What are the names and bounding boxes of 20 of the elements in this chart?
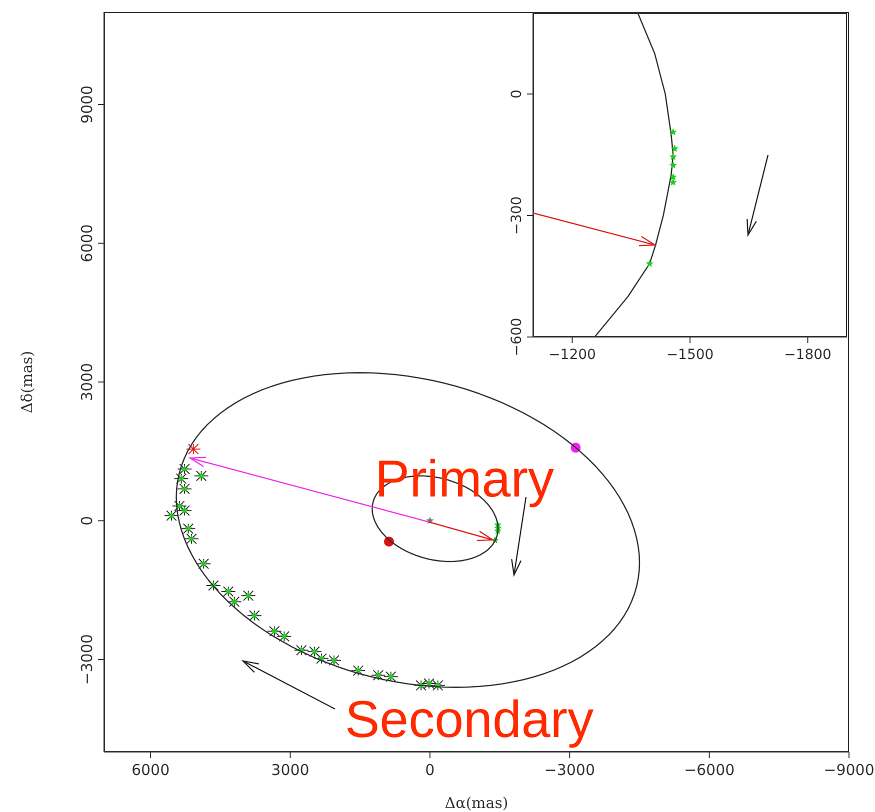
x-tick-label: 0 [425,761,435,779]
y-tick-label: 6000 [78,224,96,262]
annotation: Primary [374,450,554,509]
y-tick-label: 0 [509,90,525,98]
y-axis-title: Δδ(mas) [18,350,36,414]
y-tick-label: −3000 [78,634,96,685]
x-tick-label: 6000 [131,761,170,779]
x-tick-label: −1800 [784,347,832,363]
y-tick-label: −300 [509,196,525,235]
x-tick-label: −3000 [544,761,595,779]
y-tick-label: −600 [509,318,525,356]
x-tick-label: −9000 [824,761,874,779]
x-tick-label: −1200 [548,347,596,363]
x-tick-label: −1500 [666,347,714,363]
annotation: Secondary [345,691,594,749]
x-tick-label: −6000 [684,761,735,779]
x-tick-label: 3000 [271,761,310,779]
y-tick-label: 9000 [78,85,96,124]
x-axis-title: Δα(mas) [444,794,508,812]
y-tick-label: 0 [78,516,96,526]
